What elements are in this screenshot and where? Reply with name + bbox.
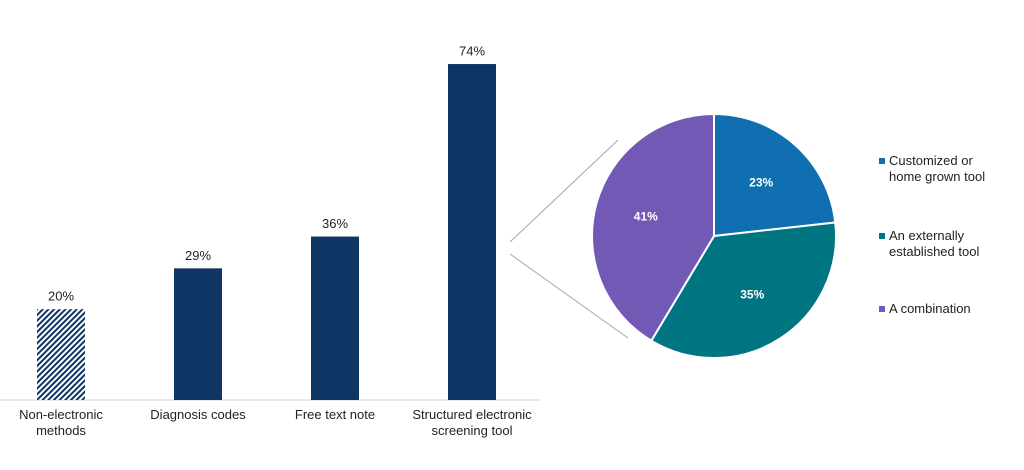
legend-marker	[879, 158, 885, 164]
connector	[509, 253, 629, 339]
legend-marker	[879, 233, 885, 239]
x-tick-label: Free text note	[294, 407, 376, 422]
slice-label: 35%	[740, 288, 764, 302]
value-label: 36%	[322, 216, 348, 231]
legend-marker	[879, 306, 885, 312]
x-tick-label: Structured electronic screening tool	[412, 407, 532, 438]
bar	[448, 64, 496, 400]
value-label: 29%	[185, 248, 211, 263]
bar	[311, 236, 359, 400]
pie-slice	[713, 112, 837, 238]
x-tick-label: Diagnosis codes	[150, 407, 246, 422]
x-tick-label: Non-electronic methods	[19, 407, 103, 438]
pie-slice	[649, 221, 837, 359]
value-label: 74%	[459, 43, 485, 58]
pie-slice	[591, 112, 715, 343]
legend-label: An externally established tool	[889, 228, 980, 259]
value-label: 20%	[48, 289, 74, 304]
bar	[37, 309, 85, 400]
legend-label: A combination	[889, 301, 971, 316]
connector	[509, 139, 619, 243]
bar	[174, 268, 222, 400]
slice-label: 23%	[749, 175, 773, 189]
slice-label: 41%	[634, 209, 658, 223]
legend-label: Customized or home grown tool	[889, 153, 986, 184]
